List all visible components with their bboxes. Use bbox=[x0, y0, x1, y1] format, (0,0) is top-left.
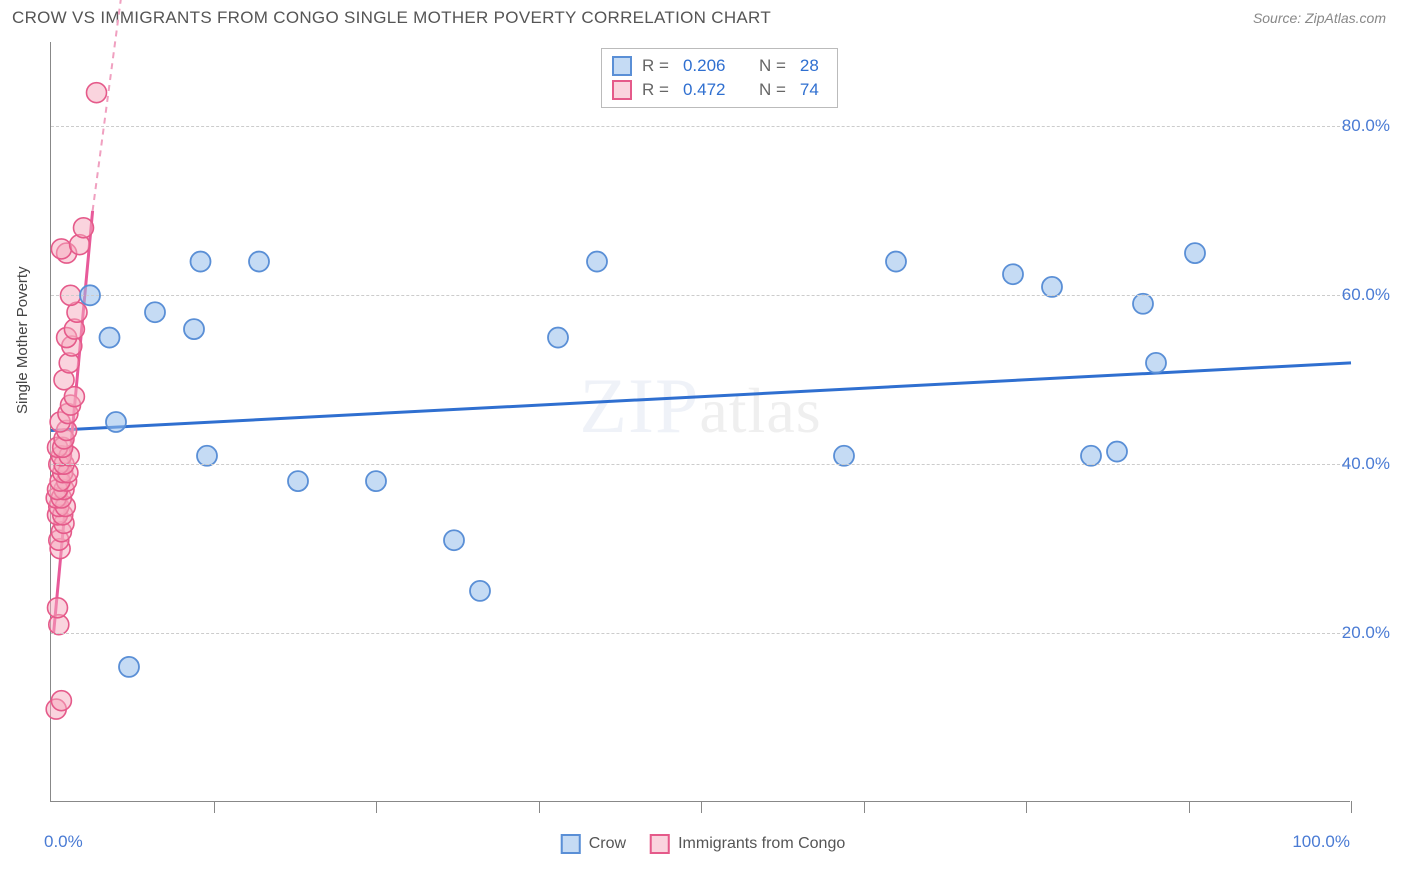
stat-n-label: N = bbox=[759, 80, 786, 100]
plot-svg bbox=[51, 42, 1350, 801]
data-point bbox=[184, 319, 204, 339]
gridline-h bbox=[51, 295, 1350, 296]
gridline-h bbox=[51, 633, 1350, 634]
legend: Crow Immigrants from Congo bbox=[561, 834, 846, 854]
stat-r-value: 0.206 bbox=[679, 56, 730, 76]
x-tick bbox=[864, 801, 865, 813]
data-point bbox=[1185, 243, 1205, 263]
x-axis-min-label: 0.0% bbox=[44, 832, 83, 852]
data-point bbox=[87, 83, 107, 103]
chart-source: Source: ZipAtlas.com bbox=[1253, 10, 1386, 26]
stat-r-value: 0.472 bbox=[679, 80, 730, 100]
stat-n-value: 74 bbox=[796, 80, 823, 100]
data-point bbox=[191, 252, 211, 272]
data-point bbox=[587, 252, 607, 272]
legend-item: Immigrants from Congo bbox=[650, 834, 845, 854]
data-point bbox=[145, 302, 165, 322]
data-point bbox=[548, 328, 568, 348]
plot-area: ZIPatlas R =0.206 N =28R =0.472 N =74 bbox=[50, 42, 1350, 802]
legend-swatch-icon bbox=[612, 56, 632, 76]
data-point bbox=[1003, 264, 1023, 284]
x-tick bbox=[1026, 801, 1027, 813]
data-point bbox=[119, 657, 139, 677]
legend-label: Crow bbox=[589, 835, 626, 853]
x-tick bbox=[539, 801, 540, 813]
data-point bbox=[886, 252, 906, 272]
data-point bbox=[834, 446, 854, 466]
stat-n-value: 28 bbox=[796, 56, 823, 76]
data-point bbox=[249, 252, 269, 272]
data-point bbox=[470, 581, 490, 601]
legend-item: Crow bbox=[561, 834, 626, 854]
legend-swatch-icon bbox=[612, 80, 632, 100]
stat-r-label: R = bbox=[642, 80, 669, 100]
stat-row: R = 0.472 N = 74 bbox=[612, 78, 823, 102]
data-point bbox=[1107, 442, 1127, 462]
data-point bbox=[444, 530, 464, 550]
data-point bbox=[288, 471, 308, 491]
data-point bbox=[197, 446, 217, 466]
data-point bbox=[366, 471, 386, 491]
x-tick bbox=[1351, 801, 1352, 813]
chart-header: CROW VS IMMIGRANTS FROM CONGO SINGLE MOT… bbox=[0, 0, 1406, 34]
x-axis-max-label: 100.0% bbox=[1292, 832, 1350, 852]
gridline-h bbox=[51, 126, 1350, 127]
stat-r-label: R = bbox=[642, 56, 669, 76]
stat-box: R = 0.206 N = 28 R = 0.472 N = 74 bbox=[601, 48, 838, 108]
data-point bbox=[1042, 277, 1062, 297]
gridline-h bbox=[51, 464, 1350, 465]
data-point bbox=[106, 412, 126, 432]
y-tick-label: 20.0% bbox=[1342, 623, 1390, 643]
y-tick-label: 40.0% bbox=[1342, 454, 1390, 474]
data-point bbox=[74, 218, 94, 238]
y-tick-label: 80.0% bbox=[1342, 116, 1390, 136]
x-tick bbox=[214, 801, 215, 813]
x-tick bbox=[1189, 801, 1190, 813]
data-point bbox=[100, 328, 120, 348]
legend-swatch-icon bbox=[561, 834, 581, 854]
data-point bbox=[51, 691, 71, 711]
y-tick-label: 60.0% bbox=[1342, 285, 1390, 305]
data-point bbox=[51, 239, 71, 259]
stat-row: R = 0.206 N = 28 bbox=[612, 54, 823, 78]
y-axis-label: Single Mother Poverty bbox=[14, 266, 31, 414]
stat-n-label: N = bbox=[759, 56, 786, 76]
data-point bbox=[1133, 294, 1153, 314]
chart-title: CROW VS IMMIGRANTS FROM CONGO SINGLE MOT… bbox=[12, 8, 771, 28]
data-point bbox=[48, 598, 68, 618]
x-tick bbox=[376, 801, 377, 813]
data-point bbox=[1081, 446, 1101, 466]
data-point bbox=[1146, 353, 1166, 373]
legend-label: Immigrants from Congo bbox=[678, 835, 845, 853]
x-tick bbox=[701, 801, 702, 813]
legend-swatch-icon bbox=[650, 834, 670, 854]
chart-container: Single Mother Poverty ZIPatlas R =0.206 … bbox=[0, 34, 1406, 884]
